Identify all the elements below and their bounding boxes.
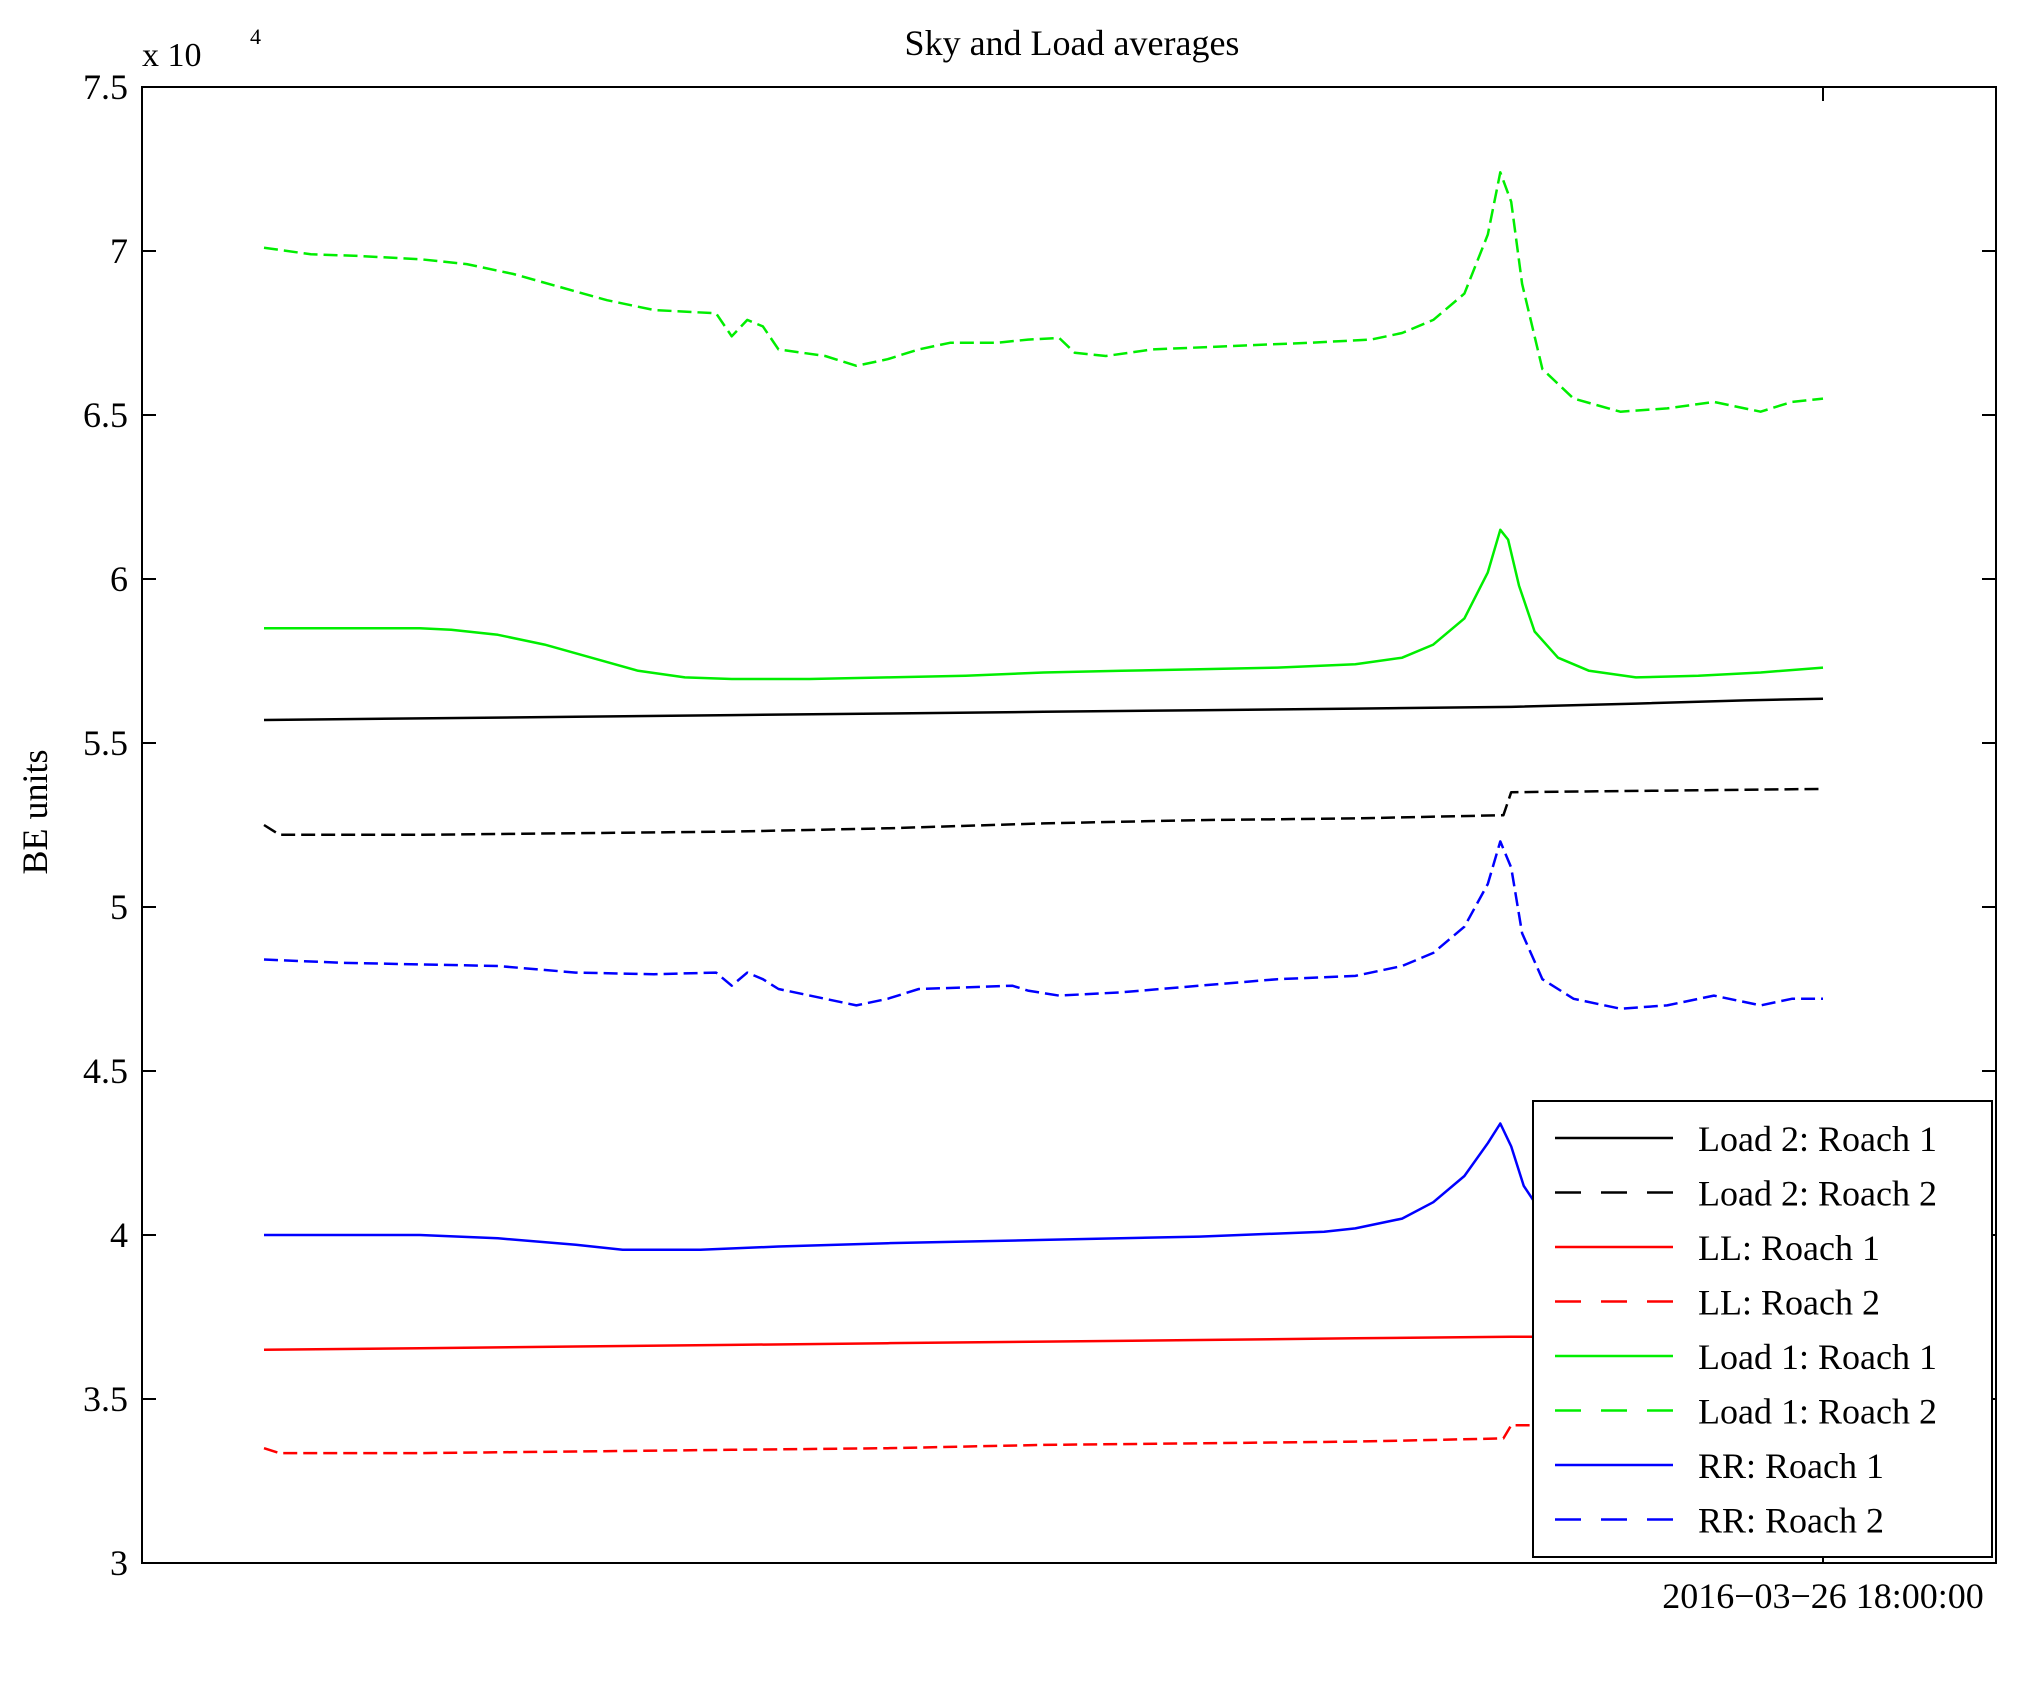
axis-ticks: 3 3.5 4 4.5 5 5.5 6 6.5 7 7.5 xyxy=(83,67,1996,1583)
series-line-ll-roach-2 xyxy=(263,1423,1535,1455)
y-multiplier: x 10 4 xyxy=(142,24,261,74)
y-tick-label: 7.5 xyxy=(83,67,128,107)
y-tick-label: 3 xyxy=(110,1543,128,1583)
y-multiplier-exponent: 4 xyxy=(250,24,261,49)
x-tick-label: 2016−03−26 18:00:00 xyxy=(1662,1576,1984,1616)
series-line-ll-roach-1 xyxy=(263,1335,1823,1352)
y-multiplier-base: x 10 xyxy=(142,37,202,74)
series-line-load-2-roach-2 xyxy=(263,787,1824,837)
y-tick-label: 4 xyxy=(110,1215,128,1255)
legend-label: Load 1: Roach 2 xyxy=(1698,1392,1937,1432)
y-tick-label: 6.5 xyxy=(83,395,128,435)
series-line-rr-roach-2 xyxy=(263,840,1823,1010)
series-line-rr-roach-1 xyxy=(264,1122,1536,1252)
y-tick-label: 5.5 xyxy=(83,723,128,763)
y-axis-label: BE units xyxy=(15,749,55,874)
legend-label: Load 1: Roach 1 xyxy=(1698,1337,1937,1377)
legend: Load 2: Roach 1 Load 2: Roach 2 LL: Roach … xyxy=(1532,1100,1993,1558)
y-tick-label: 6 xyxy=(110,559,128,599)
chart-title: Sky and Load averages xyxy=(905,23,1240,63)
legend-label: Load 2: Roach 1 xyxy=(1698,1119,1937,1159)
plot-area-frame xyxy=(141,86,1997,1564)
y-tick-label: 7 xyxy=(110,231,128,271)
y-tick-label: 3.5 xyxy=(83,1379,128,1419)
legend-label: RR: Roach 1 xyxy=(1698,1446,1884,1486)
y-tick-label: 4.5 xyxy=(83,1051,128,1091)
legend-label: LL: Roach 1 xyxy=(1698,1228,1880,1268)
series-line-load-1-roach-2 xyxy=(263,171,1824,413)
series-line-load-1-roach-1 xyxy=(264,528,1824,681)
series-layer xyxy=(263,171,1824,1455)
legend-label: LL: Roach 2 xyxy=(1698,1283,1880,1323)
legend-label: RR: Roach 2 xyxy=(1698,1501,1884,1541)
legend-box xyxy=(1532,1100,1993,1558)
legend-label: Load 2: Roach 2 xyxy=(1698,1174,1937,1214)
series-line-load-2-roach-1 xyxy=(263,697,1824,722)
y-tick-label: 5 xyxy=(110,887,128,927)
